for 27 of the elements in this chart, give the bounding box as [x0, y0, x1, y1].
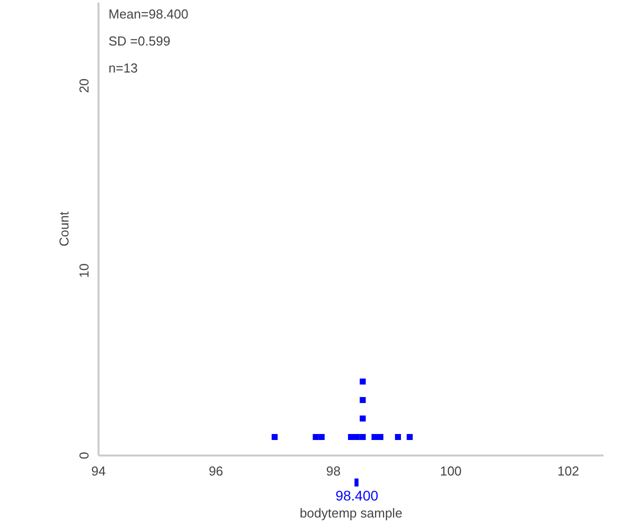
point — [354, 434, 360, 440]
x-tick-label: 96 — [208, 464, 224, 478]
annotation: SD =0.599 — [108, 34, 170, 48]
point — [272, 434, 278, 440]
point — [406, 434, 413, 440]
point — [360, 416, 366, 422]
point — [371, 434, 378, 440]
x-tick-label: 98 — [326, 464, 341, 478]
annotation: Mean=98.400 — [108, 6, 188, 22]
point — [394, 434, 401, 440]
y-tick-label: 20 — [76, 78, 92, 93]
point — [318, 434, 325, 440]
point — [312, 434, 319, 440]
y-tick-label: 10 — [76, 263, 92, 278]
annotation: n=13 — [108, 60, 138, 76]
point — [360, 434, 366, 440]
x-tick-label: 102 — [557, 464, 580, 478]
x-tick-label: 94 — [91, 464, 106, 478]
point — [348, 434, 354, 440]
ref-line-label: 98.400 — [335, 488, 378, 504]
point — [377, 434, 384, 440]
y-tick-label: 0 — [76, 452, 92, 460]
point — [360, 397, 366, 404]
y-axis-title: Count — [56, 211, 72, 246]
x-tick-label: 100 — [440, 464, 462, 478]
x-axis-title: bodytemp sample — [300, 506, 402, 520]
point — [360, 378, 366, 385]
